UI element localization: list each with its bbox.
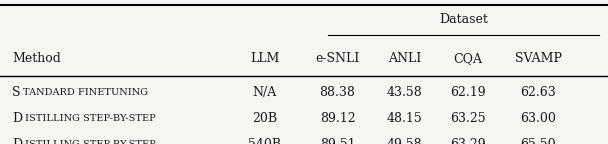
Text: ISTILLING STEP-BY-STEP: ISTILLING STEP-BY-STEP [25,140,156,144]
Text: 49.58: 49.58 [387,138,422,144]
Text: 62.19: 62.19 [451,86,486,99]
Text: Dataset: Dataset [439,13,488,26]
Text: 65.50: 65.50 [520,138,556,144]
Text: D: D [12,138,22,144]
Text: LLM: LLM [250,52,279,65]
Text: Method: Method [12,52,61,65]
Text: ANLI: ANLI [388,52,421,65]
Text: 540B: 540B [248,138,281,144]
Text: TANDARD FINETUNING: TANDARD FINETUNING [23,88,148,97]
Text: e-SNLI: e-SNLI [316,52,359,65]
Text: D: D [12,112,22,125]
Text: 88.38: 88.38 [319,86,356,99]
Text: ISTILLING STEP-BY-STEP: ISTILLING STEP-BY-STEP [25,114,156,123]
Text: S: S [12,86,21,99]
Text: 63.00: 63.00 [520,112,556,125]
Text: 20B: 20B [252,112,277,125]
Text: SVAMP: SVAMP [514,52,562,65]
Text: 63.29: 63.29 [451,138,486,144]
Text: 62.63: 62.63 [520,86,556,99]
Text: N/A: N/A [252,86,277,99]
Text: 43.58: 43.58 [387,86,422,99]
Text: 48.15: 48.15 [387,112,422,125]
Text: CQA: CQA [454,52,483,65]
Text: 89.51: 89.51 [320,138,355,144]
Text: 63.25: 63.25 [451,112,486,125]
Text: 89.12: 89.12 [320,112,355,125]
